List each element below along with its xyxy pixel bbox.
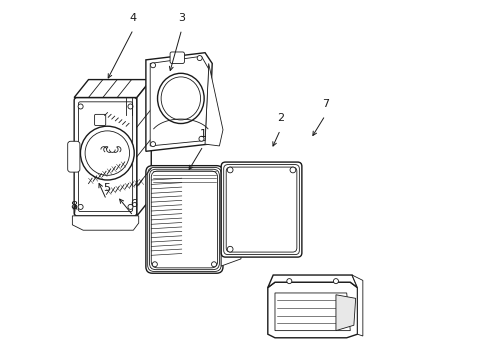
FancyBboxPatch shape xyxy=(78,102,132,212)
FancyBboxPatch shape xyxy=(74,98,137,216)
Polygon shape xyxy=(274,293,349,330)
FancyBboxPatch shape xyxy=(145,166,223,273)
Circle shape xyxy=(152,262,157,267)
FancyBboxPatch shape xyxy=(226,167,296,252)
Text: 8: 8 xyxy=(70,201,78,211)
Circle shape xyxy=(128,204,133,210)
Ellipse shape xyxy=(161,77,200,120)
FancyBboxPatch shape xyxy=(221,162,301,257)
Circle shape xyxy=(80,126,134,180)
Polygon shape xyxy=(204,63,223,146)
FancyBboxPatch shape xyxy=(151,171,217,268)
Text: 4: 4 xyxy=(129,13,137,23)
Polygon shape xyxy=(351,275,362,336)
Ellipse shape xyxy=(157,73,203,123)
Circle shape xyxy=(227,246,233,252)
Circle shape xyxy=(78,104,83,109)
Polygon shape xyxy=(74,80,151,98)
Circle shape xyxy=(150,63,155,68)
Text: 3: 3 xyxy=(178,13,185,23)
FancyBboxPatch shape xyxy=(149,169,219,270)
Polygon shape xyxy=(267,282,357,338)
FancyBboxPatch shape xyxy=(94,114,105,126)
Text: 6: 6 xyxy=(130,199,137,210)
Circle shape xyxy=(197,55,202,60)
FancyBboxPatch shape xyxy=(223,165,299,255)
Circle shape xyxy=(199,136,203,141)
FancyBboxPatch shape xyxy=(147,167,221,271)
Circle shape xyxy=(211,262,216,267)
Text: 7: 7 xyxy=(321,99,328,109)
Circle shape xyxy=(85,131,129,175)
Text: 2: 2 xyxy=(276,113,284,123)
Circle shape xyxy=(78,204,83,210)
Polygon shape xyxy=(221,169,247,266)
Polygon shape xyxy=(145,53,212,151)
Circle shape xyxy=(128,104,133,109)
Text: 1: 1 xyxy=(200,130,206,139)
Circle shape xyxy=(150,141,155,147)
Text: 5: 5 xyxy=(103,183,110,193)
FancyBboxPatch shape xyxy=(170,52,184,63)
Circle shape xyxy=(289,167,295,173)
Circle shape xyxy=(333,279,338,284)
Polygon shape xyxy=(150,56,208,146)
FancyBboxPatch shape xyxy=(67,141,80,172)
Polygon shape xyxy=(267,275,357,288)
Circle shape xyxy=(227,167,233,173)
Polygon shape xyxy=(72,216,139,230)
Polygon shape xyxy=(335,295,355,330)
Polygon shape xyxy=(137,80,151,216)
Circle shape xyxy=(286,279,291,284)
